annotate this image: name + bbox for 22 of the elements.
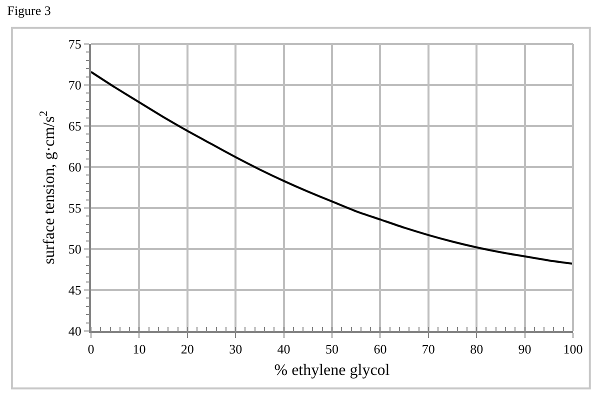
x-tick-label: 10 (132, 342, 146, 357)
x-tick-label: 30 (229, 342, 242, 357)
x-tick-label: 40 (277, 342, 290, 357)
line-series (91, 70, 573, 265)
y-tick-label: 55 (68, 200, 82, 216)
x-tick-label: 90 (518, 342, 532, 357)
y-tick-label: 60 (68, 160, 82, 175)
x-tick-label: 60 (374, 342, 387, 357)
y-tick-label: 40 (68, 324, 82, 339)
x-tick-label: 80 (470, 342, 484, 357)
x-tick-label: 20 (180, 342, 194, 357)
chart-title: Figure 3 (7, 3, 51, 18)
x-tick-label: 50 (326, 342, 338, 357)
y-tick-label: 70 (68, 78, 82, 93)
x-tick-label: 0 (88, 342, 94, 357)
y-tick-label: 75 (68, 36, 82, 52)
y-tick-label: 65 (68, 118, 82, 134)
x-axis-title: % ethylene glycol (274, 362, 390, 379)
x-tick-label: 100 (563, 342, 583, 357)
y-tick-label: 50 (68, 242, 82, 257)
x-tick-label: 70 (422, 342, 435, 357)
y-tick-label: 45 (68, 282, 82, 298)
